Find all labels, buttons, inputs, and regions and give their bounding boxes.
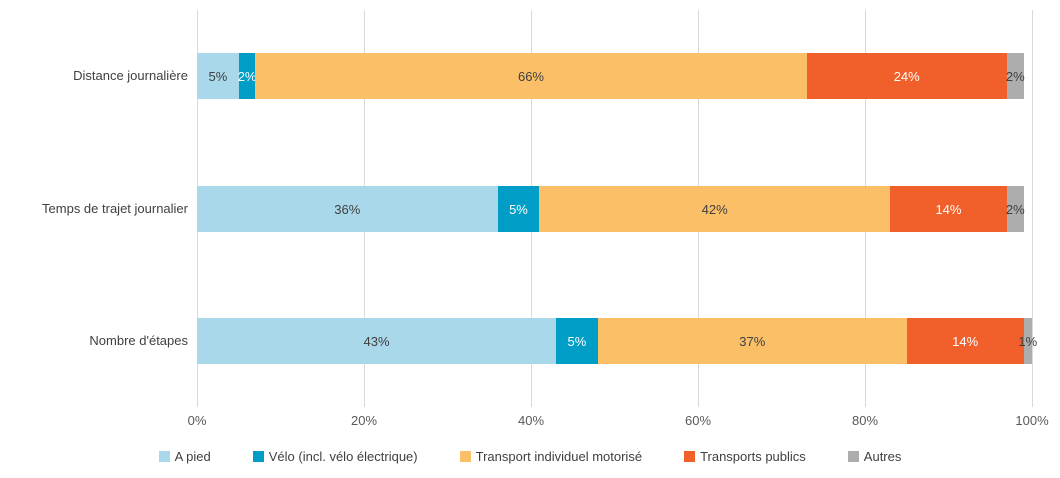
category-label: Distance journalière bbox=[73, 68, 188, 83]
x-tick-label: 40% bbox=[517, 413, 545, 428]
bar-segment: 1% bbox=[1018, 318, 1037, 364]
segment-value-label: 5% bbox=[567, 333, 587, 349]
x-tick-label: 100% bbox=[1015, 413, 1049, 428]
legend-item: Transports publics bbox=[684, 449, 806, 464]
category-label: Nombre d'étapes bbox=[89, 333, 188, 348]
segment-value-label: 1% bbox=[1018, 333, 1038, 349]
legend-item: Transport individuel motorisé bbox=[459, 449, 643, 464]
x-tick-label: 0% bbox=[187, 413, 207, 428]
bar-segment: 5% bbox=[556, 318, 598, 364]
legend-swatch-icon bbox=[252, 451, 264, 462]
x-tick-label: 80% bbox=[851, 413, 879, 428]
segment-value-label: 37% bbox=[739, 333, 766, 349]
segment-value-label: 43% bbox=[363, 333, 390, 349]
bar-segment: 24% bbox=[806, 53, 1007, 99]
legend-item: Vélo (incl. vélo électrique) bbox=[252, 449, 418, 464]
bar-segment: 14% bbox=[906, 318, 1024, 364]
segment-value-label: 2% bbox=[1005, 201, 1025, 217]
legend: A pied Vélo (incl. vélo électrique) Transp… bbox=[0, 449, 1060, 464]
legend-label: A pied bbox=[174, 449, 211, 464]
segment-value-label: 2% bbox=[237, 68, 257, 84]
legend-swatch-icon bbox=[459, 451, 471, 462]
bar-row: 5% 2% 66% 24% 2% bbox=[197, 53, 1025, 99]
x-tick-label: 20% bbox=[350, 413, 378, 428]
bar-segment: 5% bbox=[497, 186, 540, 232]
plot-area: 5% 2% 66% 24% 2% 36% 5% 42% 14% 2% 43% 5% 37% 14% 1% bbox=[197, 10, 1037, 407]
bar-segment: 5% bbox=[197, 53, 239, 99]
segment-value-label: 2% bbox=[1005, 68, 1025, 84]
gridline bbox=[1032, 10, 1033, 407]
segment-value-label: 5% bbox=[509, 201, 528, 217]
bar-row: 36% 5% 42% 14% 2% bbox=[197, 186, 1025, 232]
segment-value-label: 24% bbox=[893, 68, 920, 84]
legend-label: Vélo (incl. vélo électrique) bbox=[268, 449, 418, 464]
segment-value-label: 42% bbox=[701, 201, 728, 217]
x-tick-label: 60% bbox=[684, 413, 712, 428]
bar-segment: 37% bbox=[597, 318, 907, 364]
bar-segment: 43% bbox=[197, 318, 557, 364]
bar-segment: 66% bbox=[255, 53, 807, 99]
segment-value-label: 66% bbox=[517, 68, 544, 84]
bar-segment: 14% bbox=[890, 186, 1007, 232]
segment-value-label: 14% bbox=[935, 201, 962, 217]
segment-value-label: 5% bbox=[208, 68, 228, 84]
bar-segment: 42% bbox=[539, 186, 891, 232]
legend-swatch-icon bbox=[684, 451, 696, 462]
segment-value-label: 14% bbox=[952, 333, 979, 349]
legend-item: Autres bbox=[847, 449, 902, 464]
legend-swatch-icon bbox=[847, 451, 859, 462]
category-label: Temps de trajet journalier bbox=[42, 201, 188, 216]
segment-value-label: 36% bbox=[334, 201, 361, 217]
legend-swatch-icon bbox=[158, 451, 170, 462]
legend-label: Transport individuel motorisé bbox=[475, 449, 643, 464]
bar-segment: 2% bbox=[237, 53, 257, 99]
legend-item: A pied bbox=[158, 449, 211, 464]
bar-segment: 2% bbox=[1005, 186, 1025, 232]
legend-label: Transports publics bbox=[700, 449, 806, 464]
bar-segment: 36% bbox=[197, 186, 498, 232]
legend-label: Autres bbox=[863, 449, 902, 464]
bar-row: 43% 5% 37% 14% 1% bbox=[197, 318, 1037, 364]
bar-segment: 2% bbox=[1005, 53, 1025, 99]
